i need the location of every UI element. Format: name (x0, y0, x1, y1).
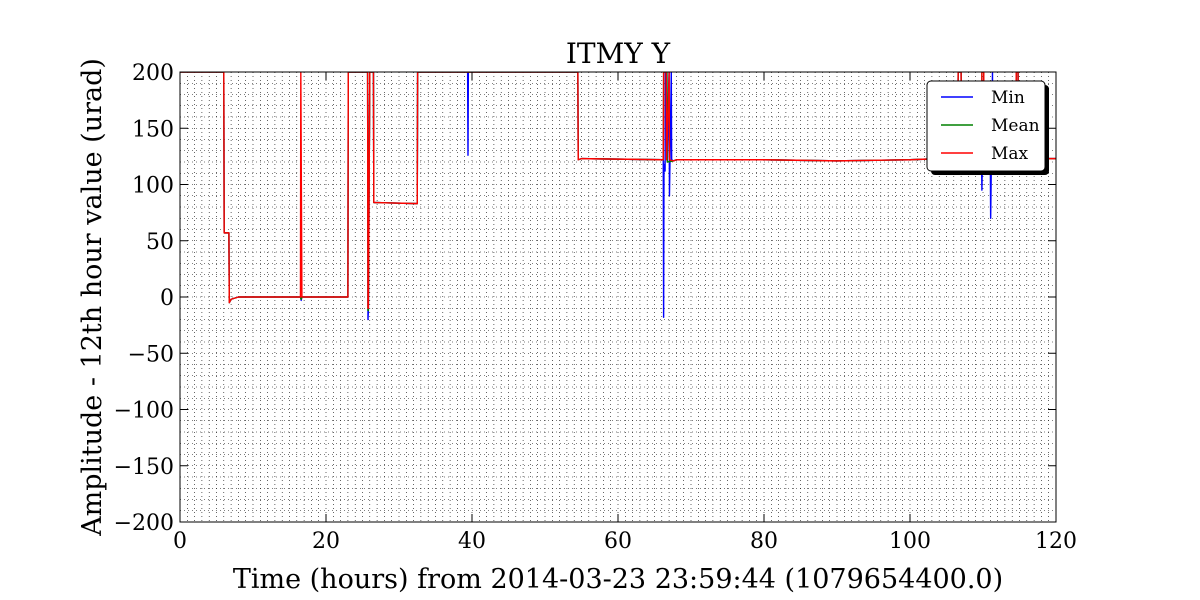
x-tick-label: 80 (750, 529, 778, 554)
y-tick-label: 50 (146, 230, 174, 255)
y-tick-label: −100 (114, 399, 174, 424)
x-axis-label: Time (hours) from 2014-03-23 23:59:44 (1… (233, 564, 1003, 595)
x-tick-label: 0 (173, 529, 187, 554)
x-tick-label: 120 (1035, 529, 1077, 554)
chart-title: ITMY Y (566, 37, 671, 70)
legend: Min Mean Max (926, 80, 1049, 175)
y-tick-label: −150 (114, 455, 174, 480)
x-tick-label: 60 (604, 529, 632, 554)
y-tick-label: −200 (114, 511, 174, 536)
legend-entries: Min Mean Max (941, 88, 1040, 164)
legend-label-min: Min (991, 88, 1025, 108)
y-tick-label: 200 (132, 61, 174, 86)
x-tick-label: 40 (458, 529, 486, 554)
legend-label-mean: Mean (991, 116, 1040, 136)
tick-labels: 0 20 40 60 80 100 120 −200 −150 −100 −50 0 50 100 150 2… (114, 61, 1077, 554)
legend-label-max: Max (991, 144, 1029, 164)
y-axis-label: Amplitude - 12th hour value (urad) (77, 58, 108, 537)
y-tick-label: 100 (132, 174, 174, 199)
x-tick-label: 100 (889, 529, 931, 554)
ticks (179, 71, 1057, 523)
y-tick-label: 150 (132, 117, 174, 142)
y-tick-label: 0 (160, 286, 174, 311)
y-tick-label: −50 (128, 342, 174, 367)
legend-box (926, 80, 1046, 172)
x-tick-label: 20 (312, 529, 340, 554)
